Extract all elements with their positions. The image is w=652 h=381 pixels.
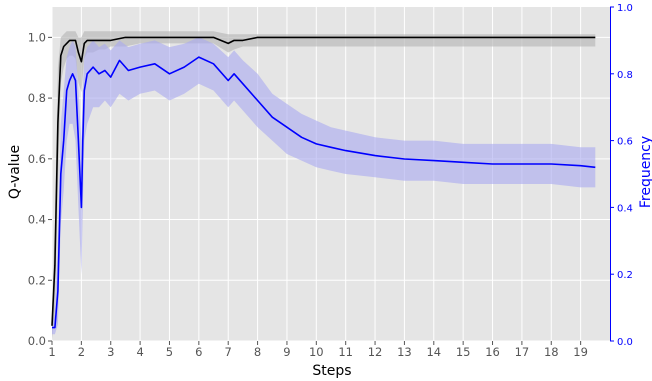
y2-tick-label: 0.8 bbox=[617, 70, 633, 81]
right-axis: 0.0 0.2 0.4 0.6 0.8 1.0 bbox=[610, 3, 633, 348]
frequency-band bbox=[52, 37, 596, 335]
q-value-line bbox=[51, 36, 596, 326]
y2-tick-label: 0.0 bbox=[617, 337, 633, 348]
x-axis-label: Steps bbox=[312, 363, 351, 379]
x-tick-label: 13 bbox=[397, 345, 412, 359]
variance-bands bbox=[52, 31, 596, 342]
y-tick-label: 0.4 bbox=[28, 213, 46, 227]
x-tick-label: 15 bbox=[456, 345, 471, 359]
x-tick-label: 10 bbox=[309, 345, 324, 359]
y2-tick-label: 1.0 bbox=[617, 3, 633, 14]
y-tick-label: 1.0 bbox=[28, 30, 46, 44]
y-axis-label: Q-value bbox=[7, 145, 23, 199]
left-axis-ticks: 0.0 0.2 0.4 0.6 0.8 1.0 bbox=[28, 30, 52, 348]
x-tick-label: 4 bbox=[136, 345, 143, 359]
frequency-line bbox=[52, 56, 596, 329]
x-tick-label: 6 bbox=[195, 345, 202, 359]
x-tick-label: 9 bbox=[283, 345, 290, 359]
y-tick-label: 0.6 bbox=[28, 152, 46, 166]
x-tick-label: 11 bbox=[338, 345, 353, 359]
x-tick-label: 5 bbox=[166, 345, 173, 359]
x-tick-label: 3 bbox=[107, 345, 114, 359]
x-tick-label: 16 bbox=[485, 345, 500, 359]
y2-axis-label: Frequency bbox=[638, 136, 652, 208]
x-tick-label: 8 bbox=[254, 345, 261, 359]
y2-tick-label: 0.4 bbox=[617, 203, 633, 214]
x-tick-label: 7 bbox=[225, 345, 232, 359]
x-tick-label: 2 bbox=[78, 345, 85, 359]
y2-tick-label: 0.6 bbox=[617, 137, 633, 148]
x-tick-label: 1 bbox=[48, 345, 55, 359]
y-tick-label: 0.0 bbox=[28, 334, 46, 348]
bottom-axis-ticks: 1 2 3 4 5 6 7 8 9 10 11 12 13 14 15 16 17 18 19 bbox=[48, 341, 588, 359]
y-tick-label: 0.2 bbox=[28, 273, 46, 287]
x-tick-label: 17 bbox=[515, 345, 530, 359]
x-tick-label: 14 bbox=[426, 345, 441, 359]
y2-tick-label: 0.2 bbox=[617, 270, 633, 281]
x-tick-label: 18 bbox=[544, 345, 559, 359]
y-tick-label: 0.8 bbox=[28, 91, 46, 105]
x-tick-label: 12 bbox=[368, 345, 383, 359]
x-tick-label: 19 bbox=[573, 345, 588, 359]
series-lines bbox=[51, 36, 596, 329]
